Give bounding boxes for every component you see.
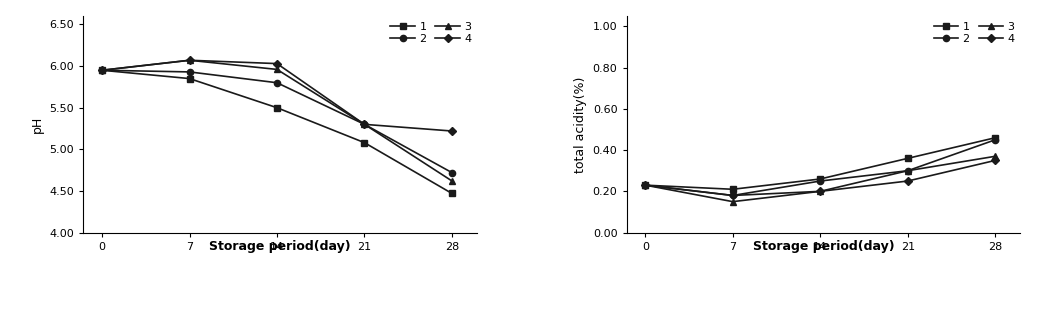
4 (96, 68, 108, 72)
Y-axis label: total acidity(%): total acidity(%) (575, 76, 587, 172)
3 (358, 122, 371, 126)
3 (639, 183, 652, 187)
4 (446, 129, 458, 133)
1 (96, 68, 108, 72)
2 (96, 68, 108, 72)
X-axis label: Storage period(day): Storage period(day) (753, 241, 894, 254)
Y-axis label: pH: pH (31, 116, 44, 133)
Legend: 1, 2, 3, 4: 1, 2, 3, 4 (390, 22, 472, 44)
Line: 1: 1 (99, 67, 455, 197)
Line: 1: 1 (642, 135, 998, 193)
Line: 2: 2 (642, 137, 998, 199)
3 (727, 200, 739, 203)
2 (989, 138, 1001, 142)
1 (358, 141, 371, 145)
3 (814, 189, 827, 193)
3 (989, 154, 1001, 158)
1 (639, 183, 652, 187)
3 (446, 179, 458, 183)
Line: 2: 2 (99, 67, 455, 176)
2 (271, 81, 283, 85)
2 (639, 183, 652, 187)
4 (727, 193, 739, 197)
Line: 3: 3 (99, 57, 455, 184)
2 (358, 122, 371, 126)
Legend: 1, 2, 3, 4: 1, 2, 3, 4 (934, 22, 1015, 44)
3 (902, 169, 914, 173)
2 (183, 70, 196, 74)
1 (271, 106, 283, 109)
1 (183, 77, 196, 80)
1 (902, 156, 914, 160)
1 (814, 177, 827, 181)
4 (271, 62, 283, 66)
3 (96, 68, 108, 72)
2 (727, 193, 739, 197)
X-axis label: Storage period(day): Storage period(day) (209, 241, 351, 254)
3 (183, 58, 196, 62)
1 (989, 136, 1001, 140)
4 (639, 183, 652, 187)
1 (727, 187, 739, 191)
Line: 4: 4 (99, 57, 455, 134)
2 (902, 169, 914, 173)
4 (814, 189, 827, 193)
Line: 4: 4 (642, 157, 998, 199)
3 (271, 68, 283, 71)
2 (814, 179, 827, 183)
Line: 3: 3 (642, 153, 998, 205)
4 (358, 122, 371, 126)
4 (183, 58, 196, 62)
4 (902, 179, 914, 183)
2 (446, 171, 458, 174)
1 (446, 192, 458, 195)
4 (989, 159, 1001, 162)
